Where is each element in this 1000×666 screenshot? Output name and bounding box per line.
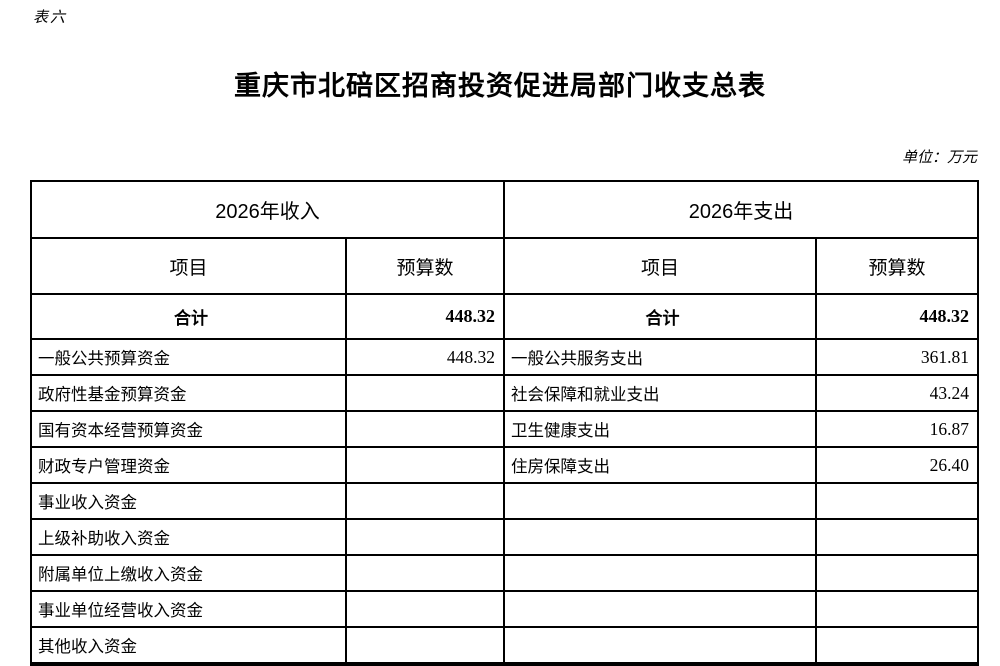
expense-budget-cell xyxy=(815,590,979,628)
income-item-cell: 事业单位经营收入资金 xyxy=(30,590,347,628)
income-budget-cell xyxy=(345,590,505,628)
expense-budget-cell: 361.81 xyxy=(815,338,979,376)
expense-item-cell xyxy=(503,518,817,556)
income-budget-cell xyxy=(345,410,505,448)
income-item-cell: 财政专户管理资金 xyxy=(30,446,347,484)
table-row: 其他收入资金 xyxy=(30,626,979,665)
expense-budget-cell xyxy=(815,626,979,665)
income-item-cell: 一般公共预算资金 xyxy=(30,338,347,376)
income-total-value: 448.32 xyxy=(345,293,505,340)
page-title: 重庆市北碚区招商投资促进局部门收支总表 xyxy=(234,71,766,101)
column-header-row: 项目 预算数 项目 预算数 xyxy=(30,237,979,295)
income-item-cell: 事业收入资金 xyxy=(30,482,347,520)
table-row: 事业收入资金 xyxy=(30,482,979,520)
income-item-cell: 国有资本经营预算资金 xyxy=(30,410,347,448)
income-group-header: 2026年收入 xyxy=(30,180,505,239)
budget-summary-table: 2026年收入 2026年支出 项目 预算数 项目 预算数 合计 448.32 … xyxy=(30,180,979,666)
table-row: 一般公共预算资金 448.32 一般公共服务支出 361.81 xyxy=(30,338,979,376)
income-budget-cell xyxy=(345,518,505,556)
expense-budget-cell xyxy=(815,554,979,592)
income-budget-cell xyxy=(345,446,505,484)
expense-item-cell xyxy=(503,482,817,520)
income-total-label: 合计 xyxy=(30,293,347,340)
income-budget-cell: 448.32 xyxy=(345,338,505,376)
table-row: 财政专户管理资金 住房保障支出 26.40 xyxy=(30,446,979,484)
table-number-label: 表六 xyxy=(33,10,68,26)
income-budget-column-header: 预算数 xyxy=(345,237,505,295)
income-item-cell: 其他收入资金 xyxy=(30,626,347,665)
expense-budget-cell xyxy=(815,518,979,556)
table-row: 政府性基金预算资金 社会保障和就业支出 43.24 xyxy=(30,374,979,412)
income-budget-cell xyxy=(345,482,505,520)
expense-item-cell: 社会保障和就业支出 xyxy=(503,374,817,412)
expense-group-header: 2026年支出 xyxy=(503,180,979,239)
table-row: 上级补助收入资金 xyxy=(30,518,979,556)
expense-item-cell: 卫生健康支出 xyxy=(503,410,817,448)
expense-budget-cell: 26.40 xyxy=(815,446,979,484)
table-row: 事业单位经营收入资金 xyxy=(30,590,979,628)
expense-item-cell: 一般公共服务支出 xyxy=(503,338,817,376)
income-item-cell: 附属单位上缴收入资金 xyxy=(30,554,347,592)
expense-budget-cell: 16.87 xyxy=(815,410,979,448)
expense-item-cell xyxy=(503,590,817,628)
total-row: 合计 448.32 合计 448.32 xyxy=(30,293,979,340)
expense-budget-column-header: 预算数 xyxy=(815,237,979,295)
expense-item-cell xyxy=(503,554,817,592)
income-budget-cell xyxy=(345,554,505,592)
income-item-cell: 上级补助收入资金 xyxy=(30,518,347,556)
expense-total-value: 448.32 xyxy=(815,293,979,340)
income-budget-cell xyxy=(345,626,505,665)
expense-item-cell: 住房保障支出 xyxy=(503,446,817,484)
income-item-cell: 政府性基金预算资金 xyxy=(30,374,347,412)
income-budget-cell xyxy=(345,374,505,412)
unit-note: 单位：万元 xyxy=(901,150,977,166)
expense-item-column-header: 项目 xyxy=(503,237,817,295)
table-row: 国有资本经营预算资金 卫生健康支出 16.87 xyxy=(30,410,979,448)
expense-budget-cell: 43.24 xyxy=(815,374,979,412)
expense-budget-cell xyxy=(815,482,979,520)
expense-total-label: 合计 xyxy=(503,293,817,340)
table-row: 附属单位上缴收入资金 xyxy=(30,554,979,592)
income-item-column-header: 项目 xyxy=(30,237,347,295)
expense-item-cell xyxy=(503,626,817,665)
group-header-row: 2026年收入 2026年支出 xyxy=(30,180,979,239)
